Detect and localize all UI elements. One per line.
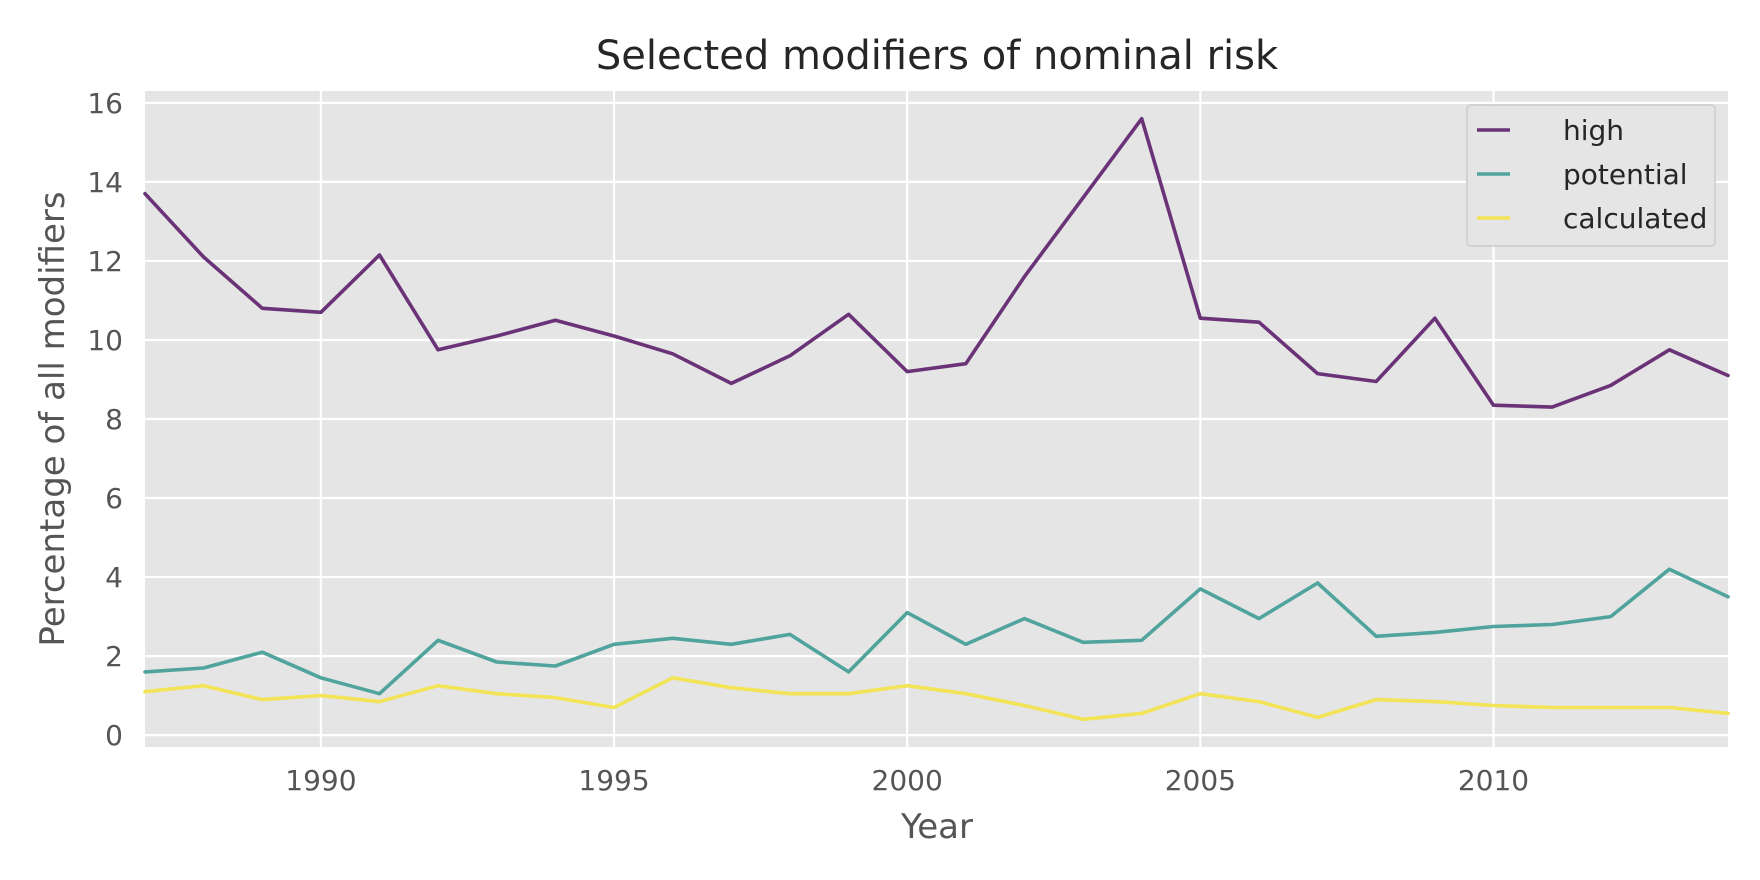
y-tick-label: 2 (105, 640, 123, 673)
x-tick-label: 1995 (578, 764, 649, 797)
y-tick-label: 6 (105, 482, 123, 515)
y-tick-label: 0 (105, 719, 123, 752)
y-tick-labels: 0 2 4 6 8 10 12 14 16 (87, 87, 123, 752)
y-tick-label: 14 (87, 166, 123, 199)
y-tick-label: 12 (87, 245, 123, 278)
legend: high potential calculated (1466, 104, 1716, 247)
y-tick-label: 10 (87, 324, 123, 357)
y-tick-label: 8 (105, 403, 123, 436)
y-tick-label: 16 (87, 87, 123, 120)
series-line-potential (143, 567, 1730, 696)
y-tick-label: 4 (105, 561, 123, 594)
x-tick-labels: 1990 1995 2000 2005 2010 (285, 764, 1529, 797)
legend-label: potential (1563, 158, 1688, 191)
legend-label: high (1563, 114, 1624, 147)
x-tick-label: 2010 (1458, 764, 1529, 797)
series-line-calculated (143, 675, 1730, 722)
legend-box (1466, 104, 1716, 247)
chart-title: Selected modifiers of nominal risk (596, 33, 1279, 79)
y-axis-label: Percentage of all modifiers (33, 191, 73, 646)
x-tick-label: 2000 (872, 764, 943, 797)
x-tick-label: 2005 (1165, 764, 1236, 797)
y-gridlines (145, 101, 1728, 737)
x-tick-label: 1990 (285, 764, 356, 797)
series-lines (143, 116, 1730, 722)
x-axis-label: Year (900, 807, 973, 847)
series-line-high (143, 116, 1730, 409)
legend-label: calculated (1563, 202, 1707, 235)
